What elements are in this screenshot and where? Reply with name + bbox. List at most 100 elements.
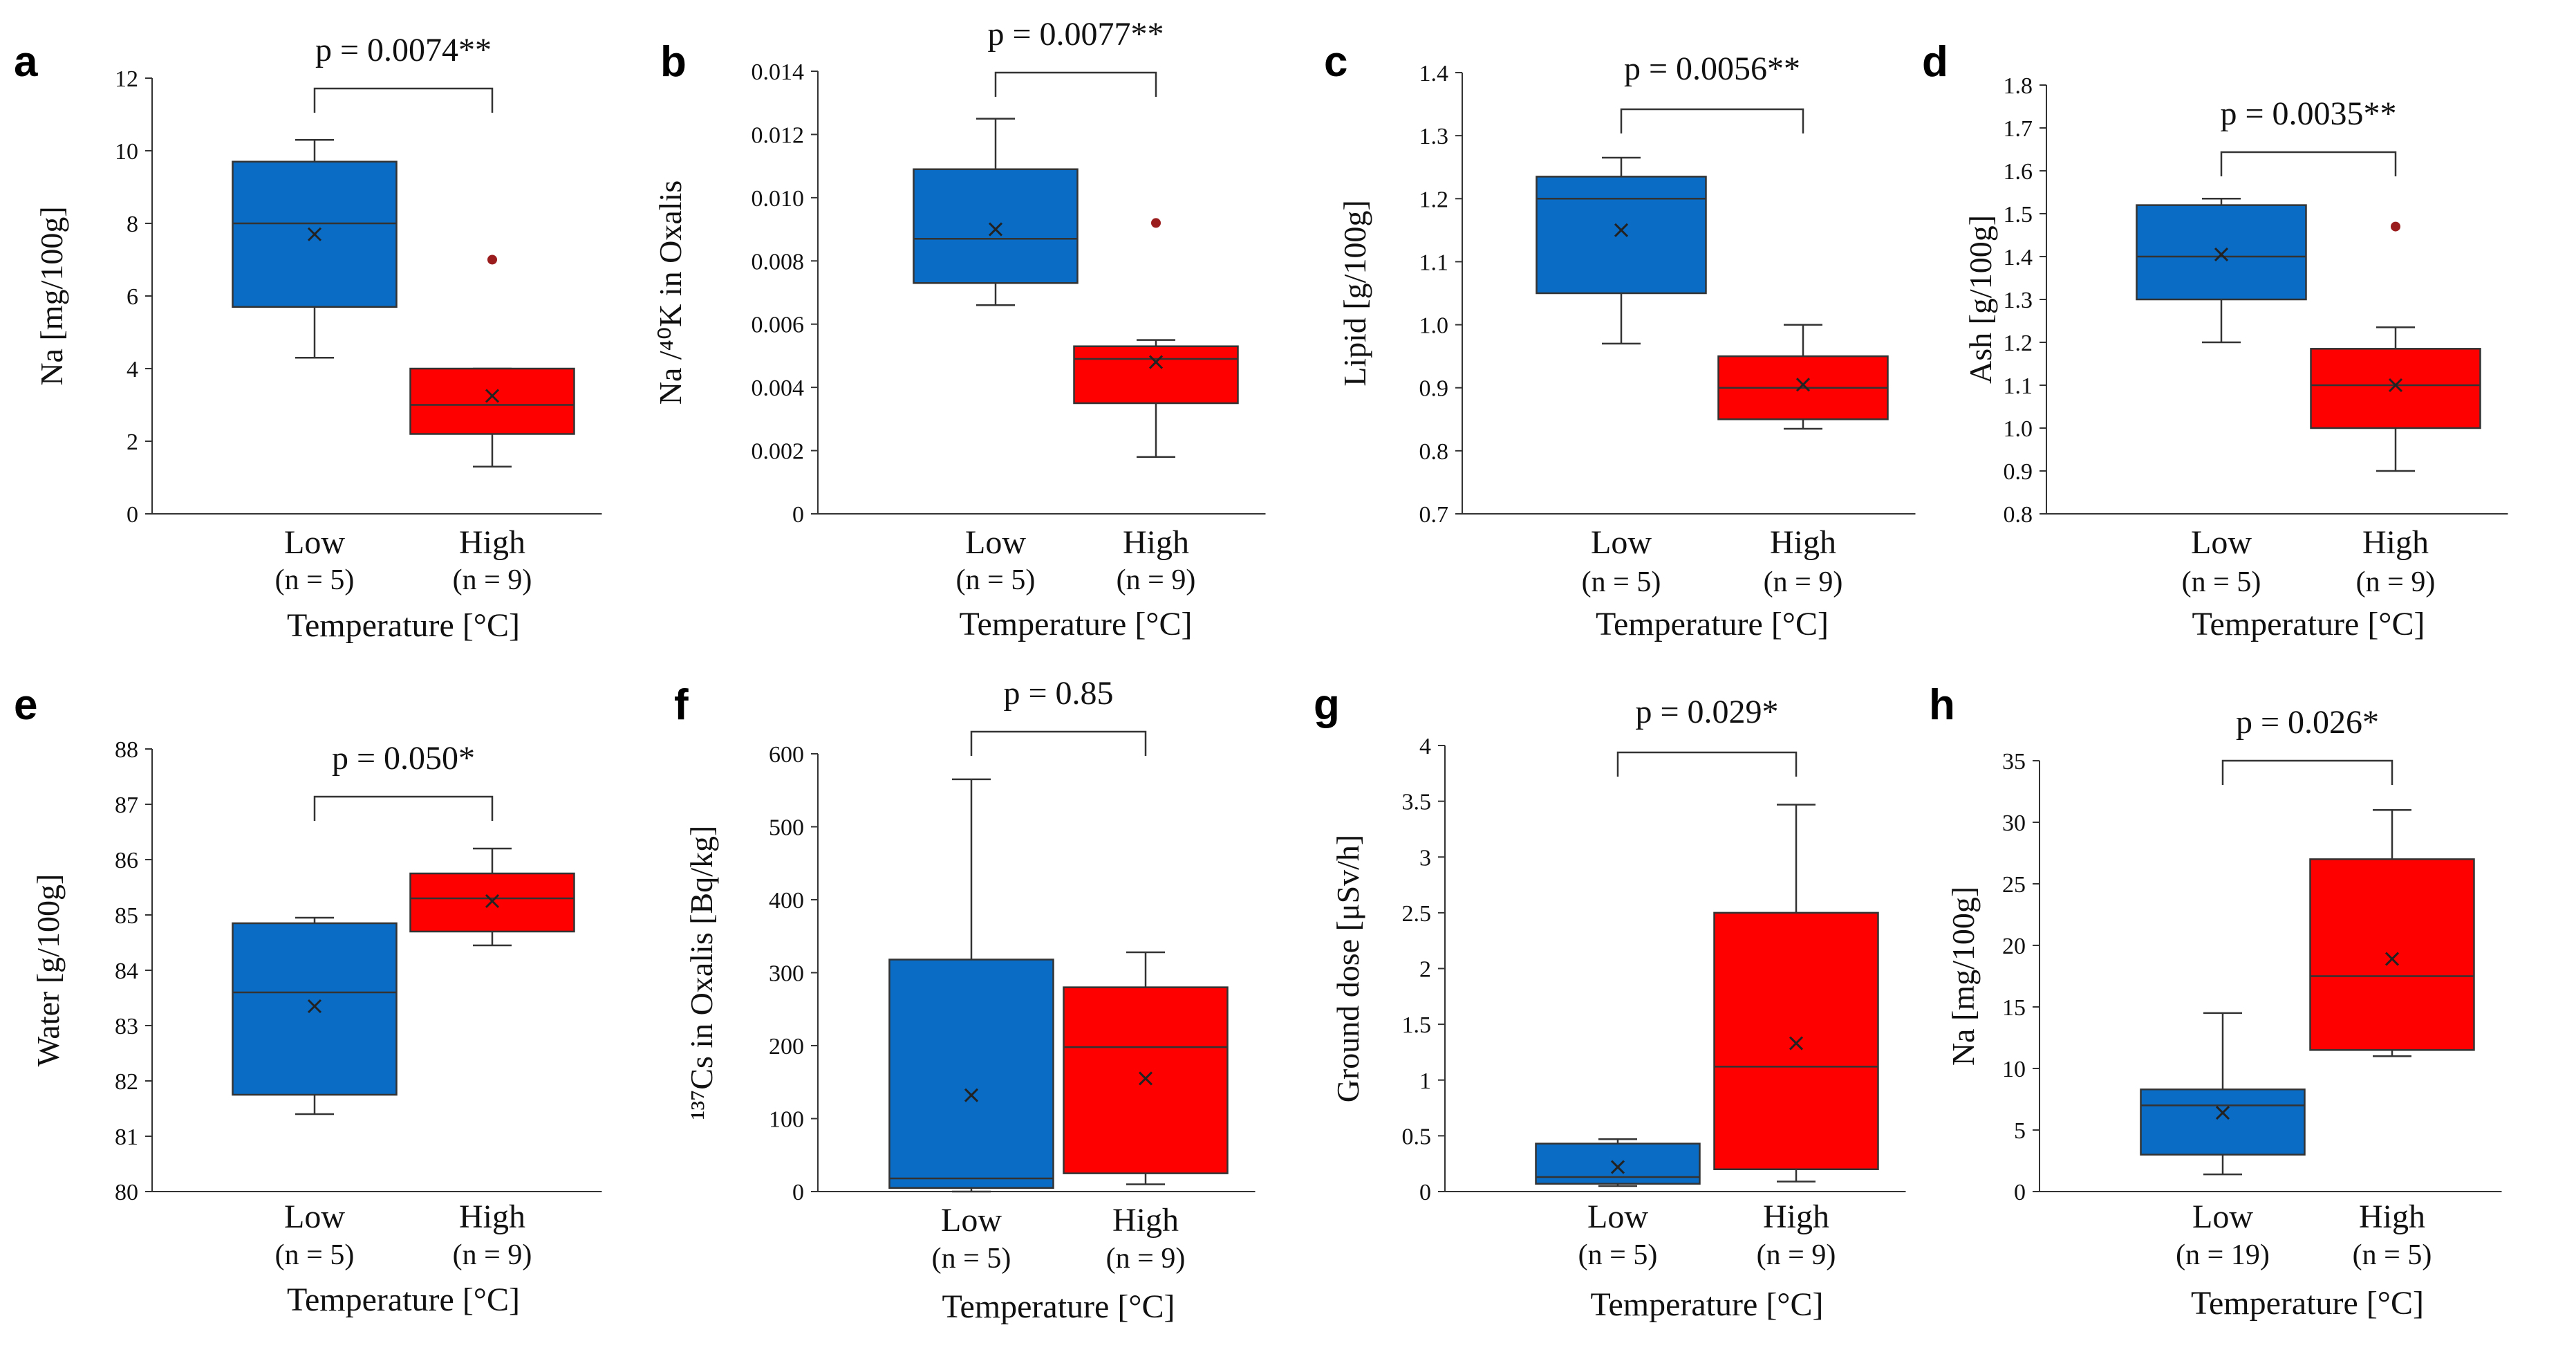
- y-tick-label: 0.012: [752, 122, 805, 148]
- x-axis-title: Temperature [°C]: [287, 607, 520, 644]
- y-tick-label: 84: [115, 959, 138, 984]
- box-group-high: High(n = 9): [409, 847, 575, 1271]
- category-label: High: [1763, 1198, 1829, 1235]
- y-tick-label: 400: [769, 888, 804, 914]
- panel-letter: g: [1314, 681, 1340, 729]
- sample-size-label: (n = 9): [1117, 564, 1196, 596]
- box-iqr: [1063, 986, 1229, 1174]
- sample-size-label: (n = 5): [2182, 566, 2261, 598]
- box-iqr: [232, 922, 398, 1096]
- x-axis-title: Temperature [°C]: [1596, 606, 1829, 642]
- box-group-high: High (n = 9): [2310, 221, 2481, 598]
- category-label: Low: [965, 524, 1026, 561]
- y-tick-label: 0: [792, 502, 804, 528]
- mean-marker: [2214, 247, 2229, 261]
- mean-marker: [1138, 1071, 1153, 1086]
- y-tick-label: 20: [2002, 934, 2026, 959]
- box-iqr: [913, 168, 1079, 284]
- y-tick-label: 300: [769, 961, 804, 987]
- y-tick-label: 600: [769, 742, 804, 768]
- outlier-point: [487, 254, 497, 265]
- panel-g: g 0 0.5 1 1.5 2 2.5 3 3.5 4 Ground dose [μSv/h] Low…: [1314, 681, 1906, 1323]
- x-axis-title: Temperature [°C]: [2191, 1285, 2424, 1322]
- category-label: Low: [284, 1198, 345, 1235]
- mean-marker: [2215, 1106, 2230, 1120]
- panel-letter: b: [660, 38, 687, 86]
- sample-size-label: (n = 9): [2356, 566, 2436, 598]
- y-tick-label: 1.2: [2004, 331, 2033, 356]
- box-iqr: [2136, 204, 2307, 301]
- y-axis-title: Ground dose [μSv/h]: [1330, 835, 1365, 1103]
- y-tick-label: 0.7: [1419, 502, 1449, 528]
- outlier-point: [1151, 218, 1161, 228]
- y-tick-label: 0.8: [2004, 502, 2033, 528]
- y-tick-label: 0.9: [1419, 376, 1449, 402]
- y-tick-label: 100: [769, 1107, 804, 1133]
- y-tick-label: 0: [2014, 1180, 2026, 1205]
- panel-letter: e: [14, 681, 37, 729]
- y-tick-label: 15: [2002, 995, 2026, 1021]
- y-tick-label: 30: [2002, 811, 2026, 836]
- box-iqr: [1713, 911, 1879, 1170]
- y-tick-label: 2.5: [1402, 901, 1432, 927]
- y-tick-label: 1.7: [2004, 116, 2033, 142]
- y-tick-label: 1.8: [2004, 73, 2033, 99]
- box-group-low: Low(n = 5): [2136, 198, 2307, 598]
- box-group-low: Low(n = 5): [1535, 1138, 1701, 1271]
- significance-bracket: [2220, 151, 2397, 176]
- box-group-low: Low(n = 5): [232, 139, 398, 596]
- y-tick-label: 200: [769, 1034, 804, 1059]
- p-value-label: p = 0.0074**: [315, 32, 492, 68]
- y-tick-label: 0.002: [752, 439, 805, 465]
- y-tick-label: 1.2: [1419, 187, 1449, 212]
- category-label: Low: [1591, 524, 1652, 561]
- category-label: Low: [941, 1202, 1002, 1239]
- sample-size-label: (n = 5): [275, 1239, 355, 1271]
- panel-b: b 0 0.002 0.004 0.006 0.008 0.010 0.012 0.014 Na …: [653, 16, 1266, 642]
- category-label: High: [459, 524, 525, 561]
- category-label: Low: [1587, 1198, 1648, 1235]
- x-axis-title: Temperature [°C]: [942, 1288, 1175, 1325]
- sample-size-label: (n = 5): [1582, 566, 1661, 598]
- box-iqr: [2310, 348, 2481, 429]
- sample-size-label: (n = 5): [275, 564, 355, 596]
- y-tick-label: 0.006: [752, 313, 805, 338]
- y-tick-label: 81: [115, 1124, 138, 1150]
- box-iqr: [888, 959, 1054, 1189]
- panel-letter: h: [1929, 681, 1955, 729]
- box-iqr: [1536, 176, 1707, 295]
- box-group-high: High(n = 9): [1073, 218, 1239, 596]
- y-axis-title: Na /⁴⁰K in Oxalis: [653, 180, 688, 405]
- box-iqr: [1073, 345, 1239, 405]
- y-tick-label: 1.5: [1402, 1012, 1432, 1038]
- sample-size-label: (n = 5): [956, 564, 1036, 596]
- y-tick-label: 86: [115, 848, 138, 873]
- y-tick-label: 1.3: [1419, 124, 1449, 149]
- y-tick-label: 0.9: [2004, 459, 2033, 485]
- mean-marker: [485, 894, 500, 909]
- y-tick-label: 0.8: [1419, 439, 1449, 465]
- x-axis-title: Temperature [°C]: [959, 606, 1192, 642]
- box-group-high: High(n = 9): [1063, 951, 1229, 1275]
- box-group-low: Low (n = 5): [232, 916, 398, 1271]
- y-tick-label: 1.0: [1419, 313, 1449, 339]
- panel-d: d 0.8 0.9 1.0 1.1 1.2 1.3 1.4 1.5 1.6 1.7 1.8 Ash [g…: [1922, 38, 2508, 642]
- y-tick-label: 0.008: [752, 249, 805, 275]
- y-axis-title: Ash [g/100g]: [1963, 215, 1998, 384]
- box-iqr: [2309, 858, 2475, 1051]
- y-tick-label: 1.6: [2004, 159, 2033, 185]
- y-tick-label: 0.5: [1402, 1124, 1432, 1149]
- category-label: High: [2362, 524, 2429, 561]
- mean-marker: [307, 227, 322, 241]
- box-group-low: Low(n = 5): [913, 118, 1079, 596]
- mean-marker: [307, 999, 322, 1014]
- y-tick-label: 25: [2002, 872, 2026, 898]
- y-tick-label: 4: [127, 357, 138, 382]
- panel-c: c 0.7 0.8 0.9 1.0 1.1 1.2 1.3 1.4 Lipid [g/100g] L…: [1324, 38, 1916, 642]
- sample-size-label: (n = 9): [453, 564, 532, 596]
- y-tick-label: 88: [115, 737, 138, 763]
- y-tick-label: 2: [127, 429, 138, 455]
- outlier-point: [2391, 221, 2400, 232]
